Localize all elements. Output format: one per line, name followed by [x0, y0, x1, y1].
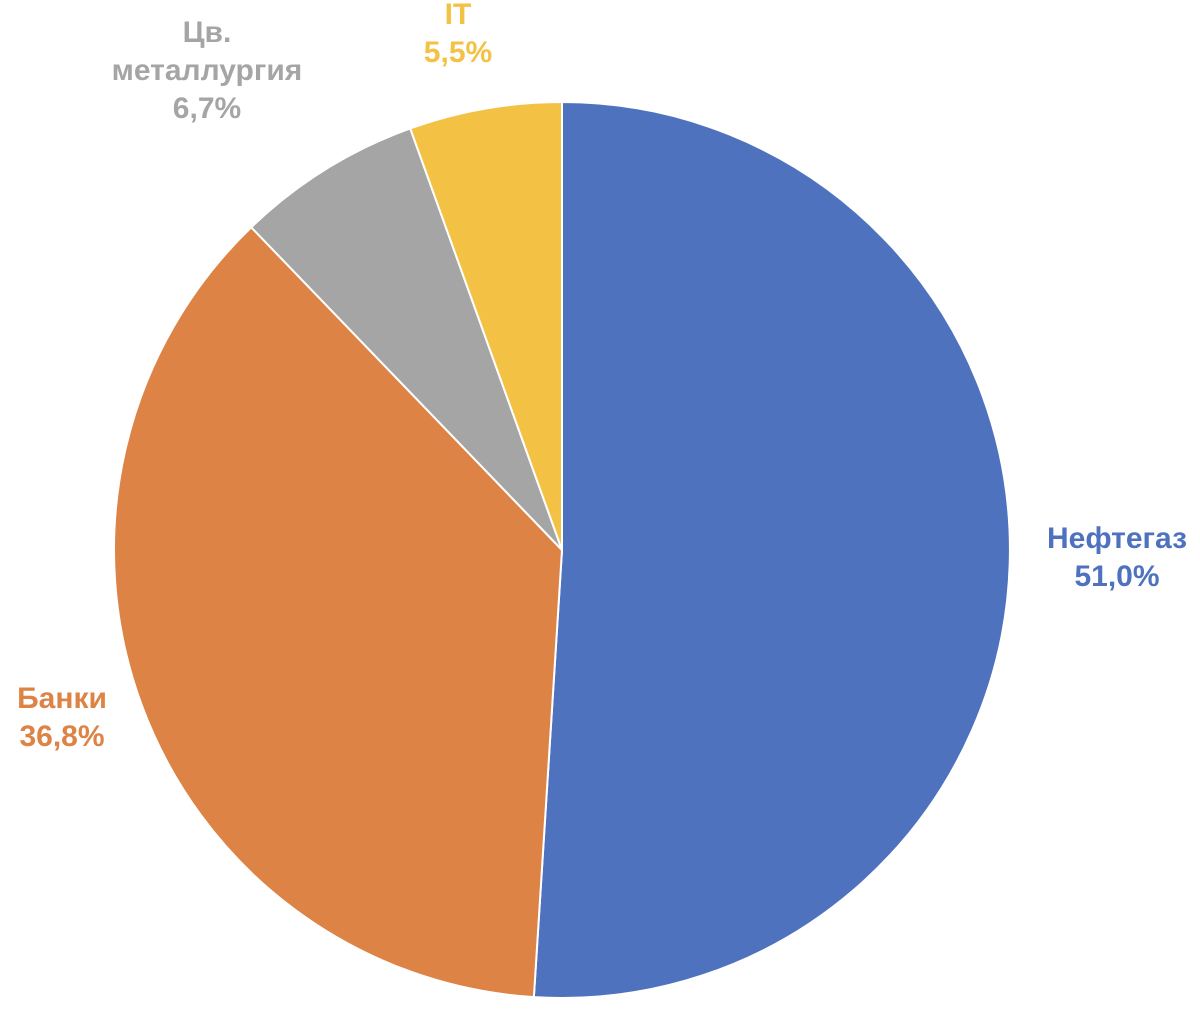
slice-value-text: 36,8%: [19, 720, 104, 753]
pie-data-labels: Нефтегаз 51,0% Банки 36,8% Цв. металлургия 6,7…: [17, 0, 1187, 753]
pie-slice-2: [250, 127, 563, 551]
pie-slice-label-1: Банки 36,8%: [17, 682, 107, 753]
slice-category-text: Цв.: [183, 16, 232, 49]
slice-value-text: 6,7%: [173, 92, 241, 125]
pie-slice-label-3: IT 5,5%: [424, 0, 492, 69]
pie-slice-label-0: Нефтегаз 51,0%: [1047, 522, 1187, 593]
pie-slice-label-2: Цв. металлургия 6,7%: [112, 16, 303, 125]
slice-category-text: Нефтегаз: [1047, 522, 1187, 555]
slice-category-text: Банки: [17, 682, 107, 715]
pie-slice-3: [409, 101, 563, 551]
slice-value-text: 5,5%: [424, 36, 492, 69]
slice-category-text: металлургия: [112, 54, 303, 87]
pie-slice-1: [113, 226, 563, 999]
slice-category-text: IT: [445, 0, 472, 31]
pie-slices: [113, 101, 1011, 999]
pie-slice-0: [532, 101, 1011, 999]
slice-value-text: 51,0%: [1074, 560, 1159, 593]
